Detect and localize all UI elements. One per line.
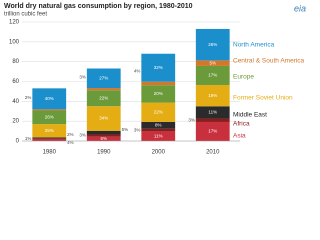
bar-segment: [195, 118, 230, 122]
segment-label: 3%: [79, 74, 86, 79]
segment-label: 17%: [208, 73, 217, 78]
segment-label: 27%: [99, 75, 108, 80]
legend-label: Central & South America: [233, 58, 305, 65]
segment-label: 34%: [99, 116, 108, 121]
bar-segment: [32, 138, 67, 141]
bar-segment: [32, 88, 67, 110]
bar-segment: [32, 137, 67, 139]
segment-label: 4%: [67, 140, 74, 145]
legend-label: Asia: [233, 133, 246, 140]
y-tick-label: 100: [9, 39, 20, 45]
bar-segment: [141, 121, 176, 129]
bar-segment: [141, 81, 176, 86]
bar-segment: [141, 128, 176, 132]
bar-segment: [32, 110, 67, 125]
bar-segment: [141, 85, 176, 103]
segment-label: 17%: [208, 129, 217, 134]
legend-label: Africa: [233, 121, 250, 128]
segment-label: 11%: [208, 110, 217, 115]
segment-label: 20%: [154, 91, 163, 96]
segment-label: 32%: [154, 65, 163, 70]
y-tick-label: 0: [16, 139, 20, 145]
bar-segment: [32, 109, 67, 111]
segment-label: 3%: [134, 127, 141, 132]
segment-label: 6%: [100, 136, 107, 141]
segment-label: 3%: [188, 117, 195, 122]
bar-segment: [86, 130, 121, 135]
segment-label: 1%: [25, 136, 32, 141]
chart-title: World dry natural gas consumption by reg…: [4, 3, 193, 10]
bar-segment: [86, 136, 121, 141]
bar-segment: [86, 90, 121, 107]
x-tick-label: 1990: [97, 150, 111, 156]
bar-segment: [141, 131, 176, 141]
x-tick-label: 1980: [43, 150, 57, 156]
legend-label: North America: [233, 42, 275, 49]
segment-label: 26%: [208, 42, 217, 47]
segment-label: 3%: [79, 133, 86, 138]
y-tick-label: 80: [12, 59, 19, 65]
bar-segment: [141, 102, 176, 122]
bar-segment: [195, 106, 230, 119]
bar-segment: [195, 121, 230, 141]
bar-segment: [86, 134, 121, 137]
bar-segment: [195, 60, 230, 66]
legend-label: Europe: [233, 74, 254, 81]
bar-segment: [195, 65, 230, 85]
legend-label: Former Soviet Union: [233, 95, 293, 102]
segment-label: 5%: [122, 127, 129, 132]
y-tick-label: 40: [12, 99, 19, 105]
bar-segment: [195, 28, 230, 61]
logo: eia: [294, 3, 306, 13]
segment-label: 8%: [155, 123, 162, 128]
bar-segment: [86, 88, 121, 91]
y-tick-label: 120: [9, 20, 20, 26]
segment-label: 22%: [99, 95, 108, 100]
y-tick-label: 60: [12, 79, 19, 85]
segment-label: 26%: [45, 114, 54, 119]
segment-label: 2%: [67, 132, 74, 137]
legend-label: Middle East: [233, 112, 267, 119]
segment-label: 11%: [154, 133, 163, 138]
bar-segment: [86, 68, 121, 89]
segment-label: 22%: [154, 109, 163, 114]
segment-label: 25%: [45, 128, 54, 133]
chart: World dry natural gas consumption by reg…: [4, 3, 306, 156]
segment-label: 4%: [134, 69, 141, 74]
segment-label: 19%: [208, 93, 217, 98]
x-tick-label: 2000: [152, 150, 166, 156]
bar-segment: [86, 106, 121, 131]
segment-label: 2%: [25, 95, 32, 100]
segment-label: 40%: [45, 96, 54, 101]
bar-segment: [141, 53, 176, 82]
x-tick-label: 2010: [206, 150, 220, 156]
y-tick-label: 20: [12, 119, 19, 125]
bar-segment: [32, 124, 67, 138]
bar-segment: [195, 84, 230, 107]
segment-label: 5%: [209, 60, 216, 65]
chart-subtitle: trillion cubic feet: [4, 12, 47, 18]
